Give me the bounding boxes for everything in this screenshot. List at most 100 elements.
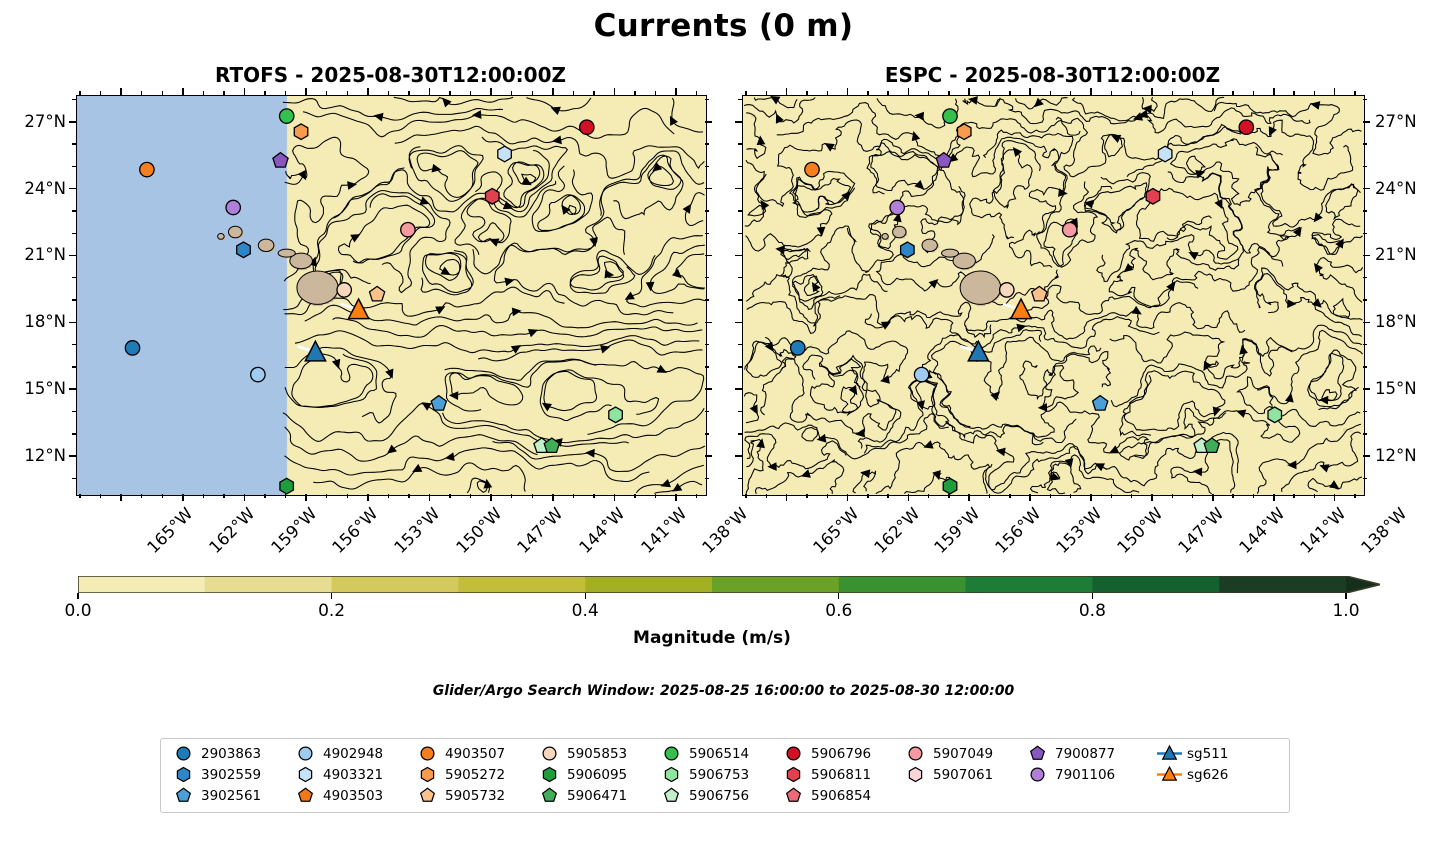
lat-minor-tick	[72, 277, 76, 279]
float-marker-5906514	[942, 108, 958, 124]
legend-item-5906796[interactable]: 5906796	[781, 743, 871, 764]
circle-marker-icon	[293, 743, 319, 764]
legend-item-5907061[interactable]: 5907061	[903, 764, 993, 785]
lon-tick-label: 147°W	[513, 504, 567, 558]
legend-item-3902561[interactable]: 3902561	[171, 785, 261, 806]
lon-tick-top	[120, 88, 123, 95]
lat-minor-tick	[1363, 232, 1367, 234]
lon-minor-tick	[572, 91, 575, 95]
float-marker-5905732	[1030, 285, 1048, 302]
circle-marker-icon	[903, 743, 929, 764]
legend-label: 3902559	[201, 766, 262, 783]
legend-label: 4902948	[323, 745, 384, 762]
lat-minor-tick	[705, 299, 709, 301]
float-marker-2903863	[124, 340, 141, 356]
lon-tick-label: 150°W	[451, 504, 506, 558]
legend-item-5906753[interactable]: 5906753	[659, 764, 749, 785]
legend-item-5906471[interactable]: 5906471	[537, 785, 627, 806]
legend-item-7901106[interactable]: 7901106	[1025, 764, 1115, 785]
lat-tick	[1363, 187, 1370, 190]
map-panel-rtofs[interactable]	[76, 95, 707, 496]
lat-tick	[1363, 321, 1370, 324]
lon-tick	[675, 494, 678, 501]
legend-item-4903321[interactable]: 4903321	[293, 764, 383, 785]
float-marker-5906796	[1238, 119, 1255, 136]
legend-item-5906514[interactable]: 5906514	[659, 743, 749, 764]
lon-tick	[1090, 494, 1092, 501]
legend-item-5905853[interactable]: 5905853	[537, 743, 627, 764]
legend-item-5906811[interactable]: 5906811	[781, 764, 871, 785]
legend-label: 5905272	[445, 766, 506, 783]
colorbar	[78, 576, 1380, 593]
lon-minor-tick	[867, 91, 869, 95]
lat-minor-tick	[738, 477, 742, 480]
float-marker-7901106	[225, 199, 242, 216]
colorbar-title: Magnitude (m/s)	[633, 628, 791, 648]
lat-minor-tick	[738, 165, 742, 168]
lat-minor-tick	[705, 410, 709, 413]
lat-tick-label: 18°N	[24, 312, 66, 332]
legend-item-4903503[interactable]: 4903503	[293, 785, 383, 806]
lat-minor-tick	[738, 210, 742, 212]
lat-tick	[705, 187, 712, 190]
legend-item-5905732[interactable]: 5905732	[415, 785, 505, 806]
legend-item-4902948[interactable]: 4902948	[293, 743, 383, 764]
lon-minor-tick	[1171, 494, 1173, 498]
legend-label: 5906796	[811, 745, 872, 762]
lat-minor-tick	[72, 165, 76, 168]
legend-item-7900877[interactable]: 7900877	[1025, 743, 1115, 764]
lon-minor-tick	[284, 494, 287, 498]
legend-item-5906095[interactable]: 5906095	[537, 764, 627, 785]
legend-label: 3902561	[201, 787, 262, 804]
lon-minor-tick	[745, 494, 747, 498]
colorbar-band	[78, 576, 206, 593]
lon-minor-tick	[654, 494, 657, 498]
lon-tick-label: 159°W	[266, 504, 321, 558]
island-kauai	[892, 225, 907, 239]
lat-minor-tick	[1363, 143, 1367, 145]
colorbar-tick	[838, 593, 840, 599]
colorbar-band	[965, 576, 1093, 593]
lon-minor-tick	[1354, 494, 1356, 498]
float-marker-5906811	[484, 187, 500, 205]
lat-minor-tick	[72, 433, 76, 435]
float-marker-4903321	[1157, 145, 1173, 163]
lon-minor-tick	[572, 494, 575, 498]
island-molokai	[277, 248, 296, 258]
legend-item-4903507[interactable]: 4903507	[415, 743, 505, 764]
colorbar-tick	[584, 593, 586, 599]
lon-tick-top	[968, 88, 971, 95]
colorbar-tick	[1345, 593, 1347, 599]
lon-minor-tick	[1293, 91, 1295, 95]
legend-item-5907049[interactable]: 5907049	[903, 743, 993, 764]
search-window-caption: Glider/Argo Search Window: 2025-08-25 16…	[432, 683, 1015, 699]
lon-tick-top	[490, 88, 493, 95]
legend-item-3902559[interactable]: 3902559	[171, 764, 261, 785]
lon-minor-tick	[806, 494, 808, 498]
lat-minor-tick	[705, 277, 709, 279]
float-marker-7900877	[272, 151, 289, 168]
float-marker-5906471	[543, 437, 561, 454]
legend-item-5905272[interactable]: 5905272	[415, 764, 505, 785]
legend-item-5906854[interactable]: 5906854	[781, 785, 871, 806]
lat-minor-tick	[1363, 277, 1367, 279]
lon-tick-top	[1151, 88, 1153, 95]
legend-item-2903863[interactable]: 2903863	[171, 743, 261, 764]
lat-minor-tick	[705, 343, 709, 346]
lat-minor-tick	[705, 210, 709, 212]
island-maui	[289, 252, 313, 270]
streamlines-espc	[743, 96, 1364, 495]
legend-item-5906756[interactable]: 5906756	[659, 785, 749, 806]
lat-tick-label: 15°N	[24, 379, 66, 399]
panel-title-espc: ESPC - 2025-08-30T12:00:00Z	[884, 63, 1221, 87]
map-panel-espc[interactable]	[742, 95, 1365, 496]
legend-label: 5905853	[567, 745, 628, 762]
lon-tick-label: 150°W	[1113, 504, 1167, 558]
page-title: Currents (0 m)	[593, 8, 854, 44]
legend-item-sg511[interactable]: sg511	[1157, 743, 1228, 764]
lon-minor-tick	[1049, 91, 1052, 95]
lat-minor-tick	[705, 98, 709, 101]
lon-minor-tick	[867, 494, 869, 498]
lon-tick	[613, 494, 616, 501]
legend-item-sg626[interactable]: sg626	[1157, 764, 1228, 785]
